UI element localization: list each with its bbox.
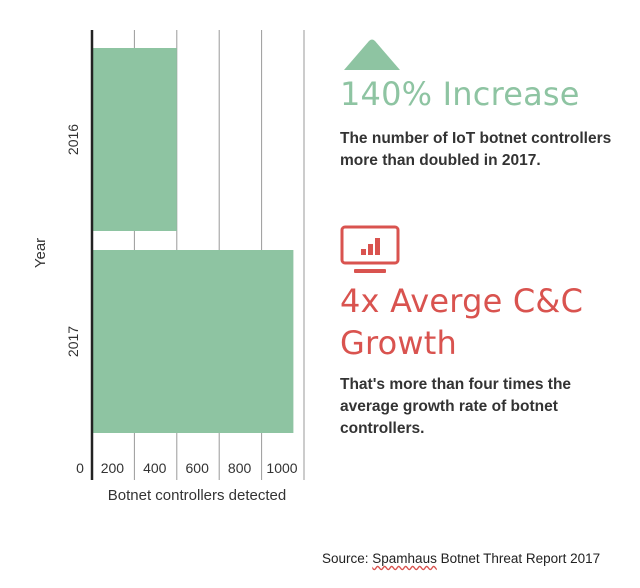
source-prefix: Source: (322, 551, 373, 566)
bars (92, 48, 294, 433)
bar-2016 (92, 48, 177, 231)
x-tick-label: 600 (186, 460, 210, 476)
source-suffix: Botnet Threat Report 2017 (436, 551, 601, 566)
x-tick-label: 1000 (266, 460, 297, 476)
x-tick-label: 0 (76, 460, 84, 476)
growth-description: That's more than four times the average … (340, 376, 572, 437)
bar-chart: 0 200 400 600 800 1000 2016 2017 Botnet contro… (32, 30, 305, 504)
y-category-labels: 2016 2017 (65, 124, 81, 357)
up-triangle-icon (344, 39, 400, 70)
increase-headline: 140% Increase (340, 75, 580, 113)
x-tick-label: 200 (101, 460, 125, 476)
x-axis-title: Botnet controllers detected (108, 487, 286, 504)
bar-2017 (92, 250, 294, 433)
monitor-bar-chart-icon (340, 225, 400, 273)
source-name: Spamhaus (372, 551, 437, 566)
x-tick-label: 800 (228, 460, 252, 476)
x-tick-label: 400 (143, 460, 167, 476)
growth-headline: 4x Averge C&C Growth (340, 282, 584, 362)
source-credit: Source: Spamhaus Botnet Threat Report 20… (322, 551, 600, 566)
x-tick-labels: 0 200 400 600 800 1000 (76, 460, 298, 476)
increase-description: The number of IoT botnet controllers mor… (340, 130, 612, 169)
y-category-label: 2016 (65, 124, 81, 155)
y-axis-title: Year (32, 238, 49, 268)
y-category-label: 2017 (65, 326, 81, 357)
